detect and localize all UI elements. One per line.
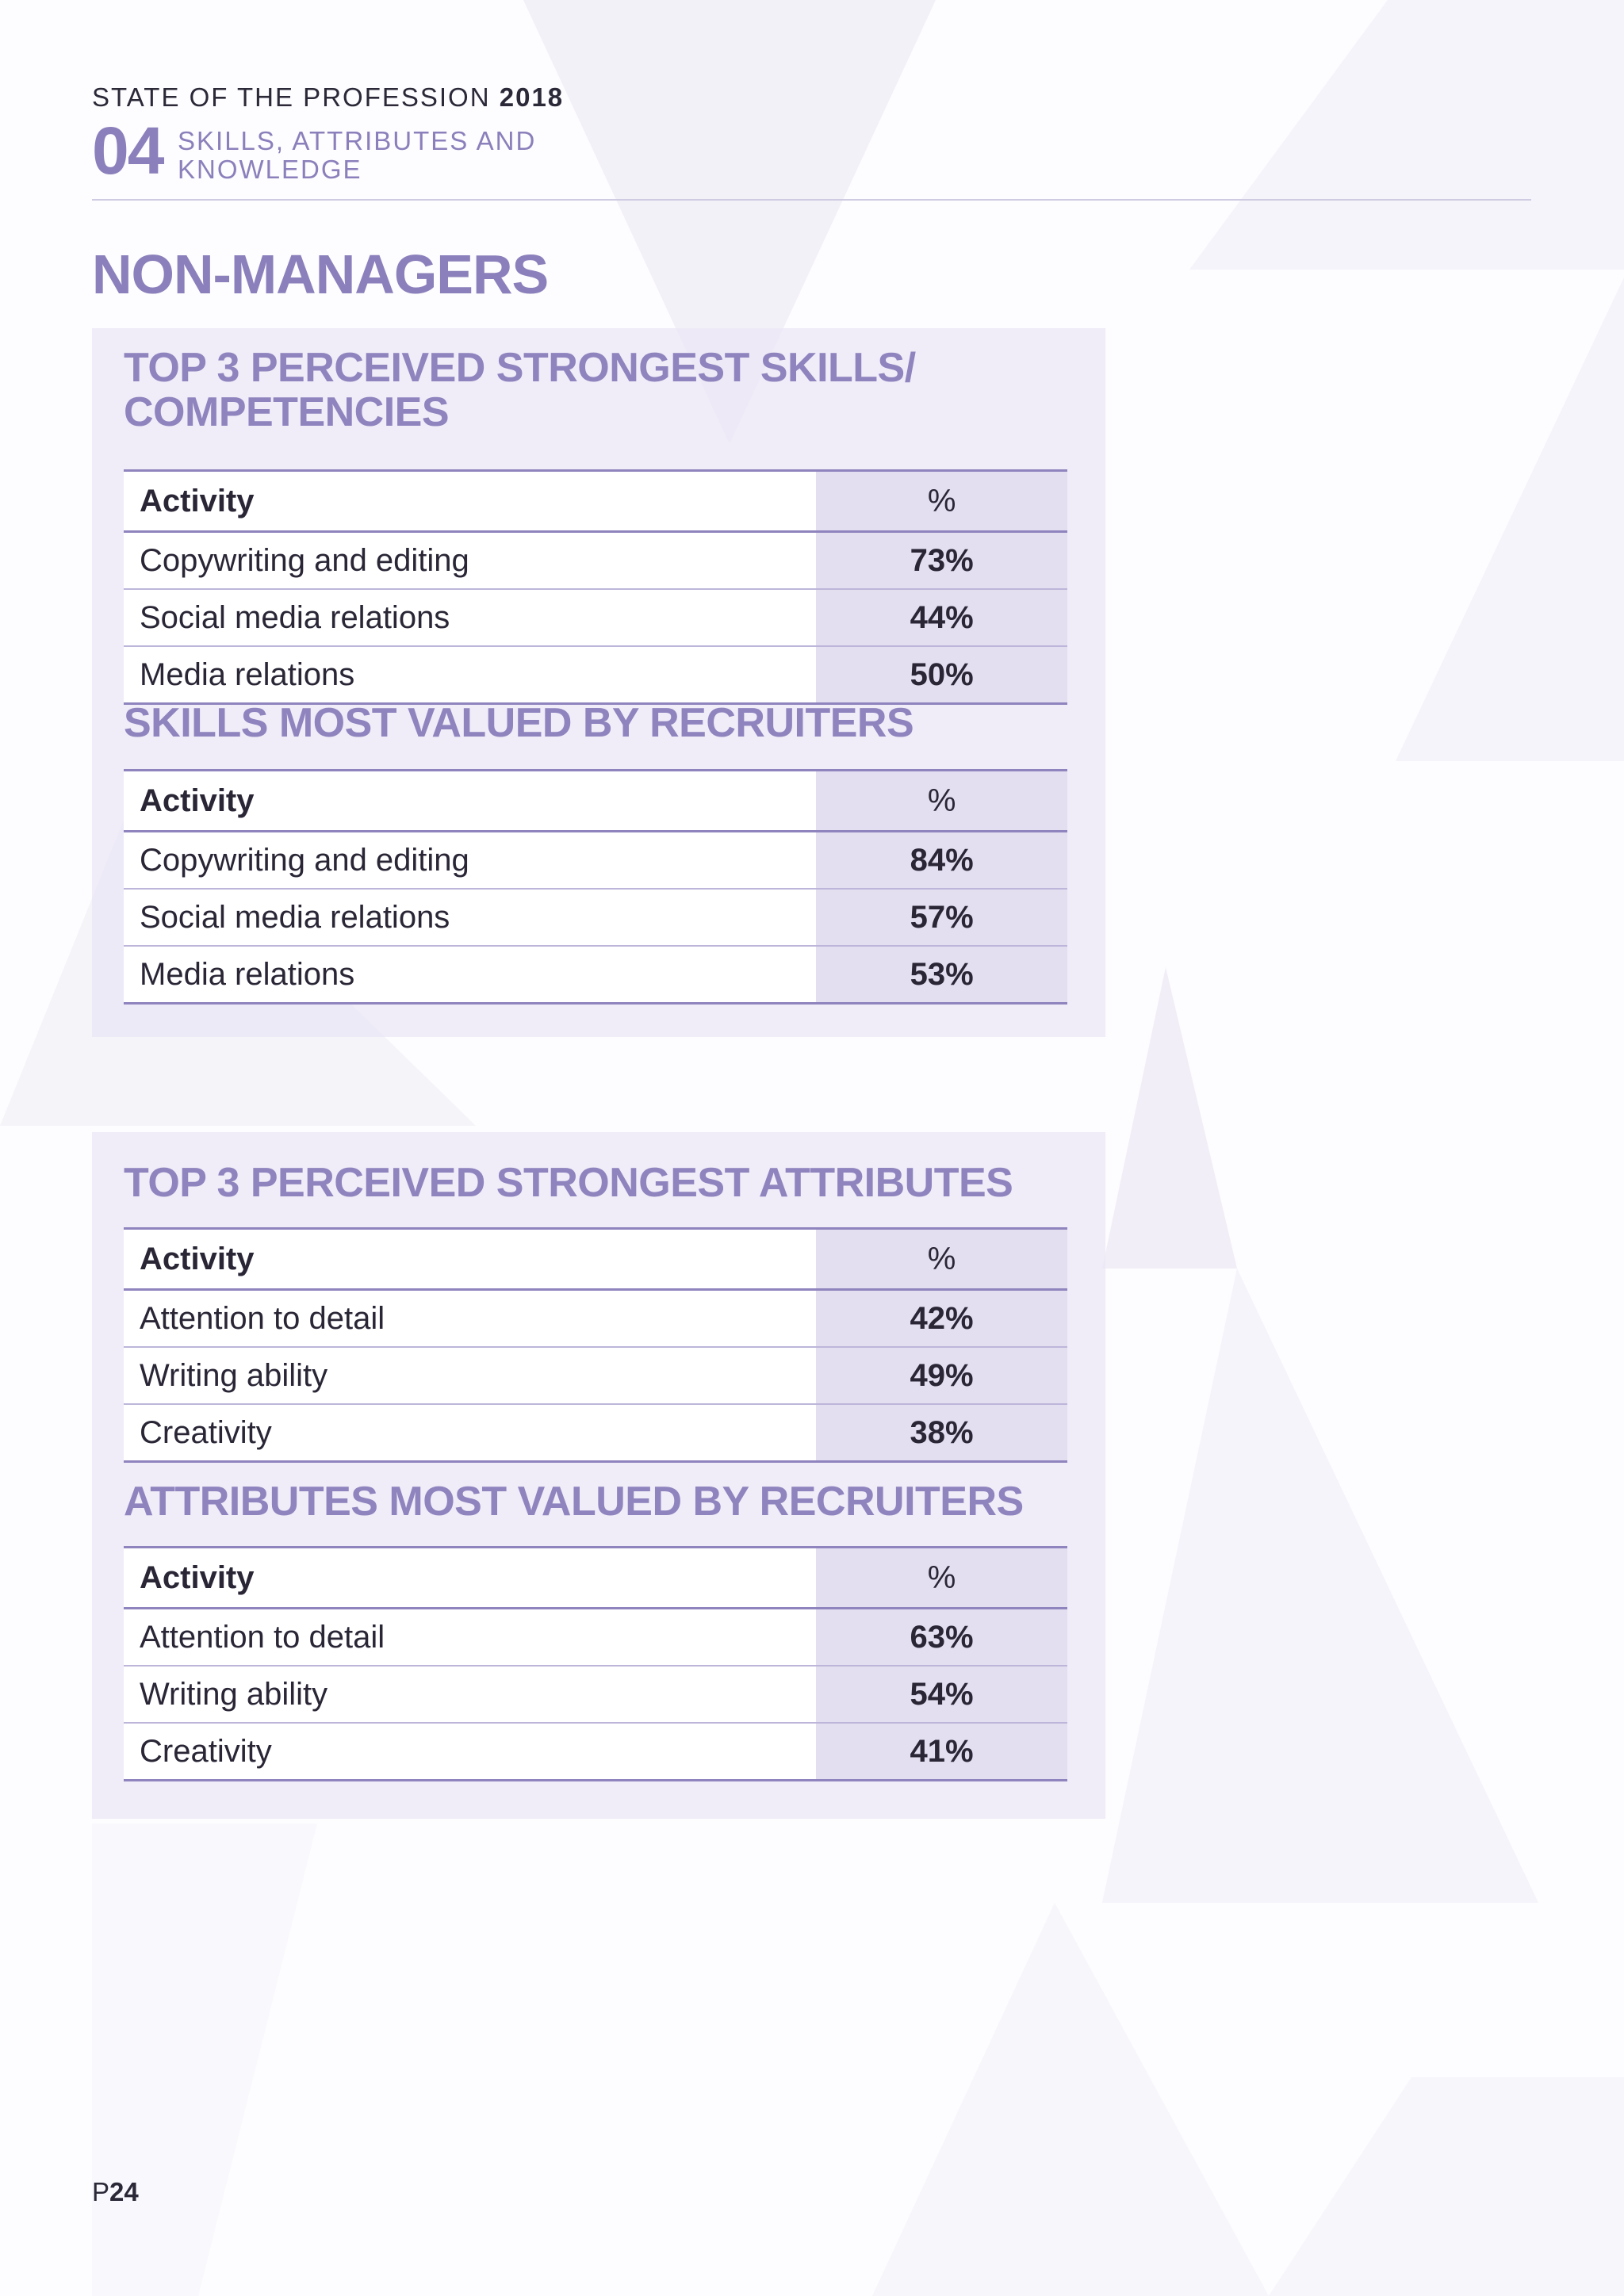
activity-cell: Attention to detail [124,1608,817,1667]
chapter-title: SKILLS, ATTRIBUTES AND KNOWLEDGE [178,126,537,184]
column-header-activity: Activity [124,469,817,533]
table-title: ATTRIBUTES MOST VALUED BY RECRUITERS [124,1479,1024,1525]
percent-cell: 44% [816,589,1067,647]
chapter-number: 04 [92,113,164,188]
percent-cell: 63% [816,1608,1067,1667]
table-row: Copywriting and editing 73% [124,531,1067,590]
column-header-percent: % [816,469,1067,533]
table-row: Media relations 53% [124,946,1067,1004]
header-divider [92,199,1531,201]
report-title: STATE OF THE PROFESSION 2018 [92,82,1531,113]
section-title: NON-MANAGERS [92,243,549,305]
data-table: Activity % Copywriting and editing 73% S… [124,469,1067,705]
table-block-skills-valued: SKILLS MOST VALUED BY RECRUITERS Activit… [124,700,1067,1004]
table-row: Writing ability 49% [124,1347,1067,1405]
table-row: Attention to detail 42% [124,1289,1067,1348]
percent-cell: 84% [816,831,1067,890]
table-block-attributes-valued: ATTRIBUTES MOST VALUED BY RECRUITERS Act… [124,1479,1067,1781]
column-header-percent: % [816,769,1067,832]
table-block-strongest-skills: TOP 3 PERCEIVED STRONGEST SKILLS/ COMPET… [124,345,1067,705]
column-header-activity: Activity [124,1227,817,1291]
data-table: Activity % Attention to detail 63% Writi… [124,1546,1067,1781]
table-row: Writing ability 54% [124,1666,1067,1724]
report-year: 2018 [499,82,565,112]
activity-cell: Social media relations [124,889,817,947]
percent-cell: 50% [816,646,1067,705]
page-number-value: 24 [109,2177,139,2206]
table-row: Copywriting and editing 84% [124,831,1067,890]
table-title: SKILLS MOST VALUED BY RECRUITERS [124,700,914,746]
activity-cell: Media relations [124,646,817,705]
table-title: TOP 3 PERCEIVED STRONGEST SKILLS/ COMPET… [124,345,916,435]
table-row: Social media relations 57% [124,889,1067,947]
table-row: Creativity 38% [124,1404,1067,1463]
table-row: Creativity 41% [124,1723,1067,1781]
percent-cell: 57% [816,889,1067,947]
activity-cell: Creativity [124,1404,817,1463]
column-header-activity: Activity [124,769,817,832]
percent-cell: 73% [816,531,1067,590]
chapter-heading: 04 SKILLS, ATTRIBUTES AND KNOWLEDGE [92,117,1531,189]
activity-cell: Writing ability [124,1347,817,1405]
percent-cell: 53% [816,946,1067,1004]
activity-cell: Media relations [124,946,817,1004]
percent-cell: 41% [816,1723,1067,1781]
table-header-row: Activity % [124,469,1067,533]
table-header-row: Activity % [124,769,1067,832]
percent-cell: 38% [816,1404,1067,1463]
table-block-strongest-attributes: TOP 3 PERCEIVED STRONGEST ATTRIBUTES Act… [124,1160,1067,1463]
column-header-percent: % [816,1546,1067,1609]
table-header-row: Activity % [124,1227,1067,1291]
activity-cell: Copywriting and editing [124,531,817,590]
data-table: Activity % Copywriting and editing 84% S… [124,769,1067,1004]
table-row: Media relations 50% [124,646,1067,705]
column-header-percent: % [816,1227,1067,1291]
page-number-prefix: P [92,2177,110,2206]
attributes-panel: TOP 3 PERCEIVED STRONGEST ATTRIBUTES Act… [92,1132,1105,1819]
table-row: Attention to detail 63% [124,1608,1067,1667]
page-number: P24 [92,2177,139,2207]
percent-cell: 54% [816,1666,1067,1724]
table-row: Social media relations 44% [124,589,1067,647]
activity-cell: Copywriting and editing [124,831,817,890]
data-table: Activity % Attention to detail 42% Writi… [124,1227,1067,1463]
activity-cell: Social media relations [124,589,817,647]
report-title-text: STATE OF THE PROFESSION [92,82,491,112]
percent-cell: 49% [816,1347,1067,1405]
page-header: STATE OF THE PROFESSION 2018 04 SKILLS, … [92,82,1531,201]
skills-panel: TOP 3 PERCEIVED STRONGEST SKILLS/ COMPET… [92,328,1105,1037]
activity-cell: Attention to detail [124,1289,817,1348]
activity-cell: Writing ability [124,1666,817,1724]
table-title: TOP 3 PERCEIVED STRONGEST ATTRIBUTES [124,1160,1013,1206]
activity-cell: Creativity [124,1723,817,1781]
column-header-activity: Activity [124,1546,817,1609]
table-header-row: Activity % [124,1546,1067,1609]
percent-cell: 42% [816,1289,1067,1348]
